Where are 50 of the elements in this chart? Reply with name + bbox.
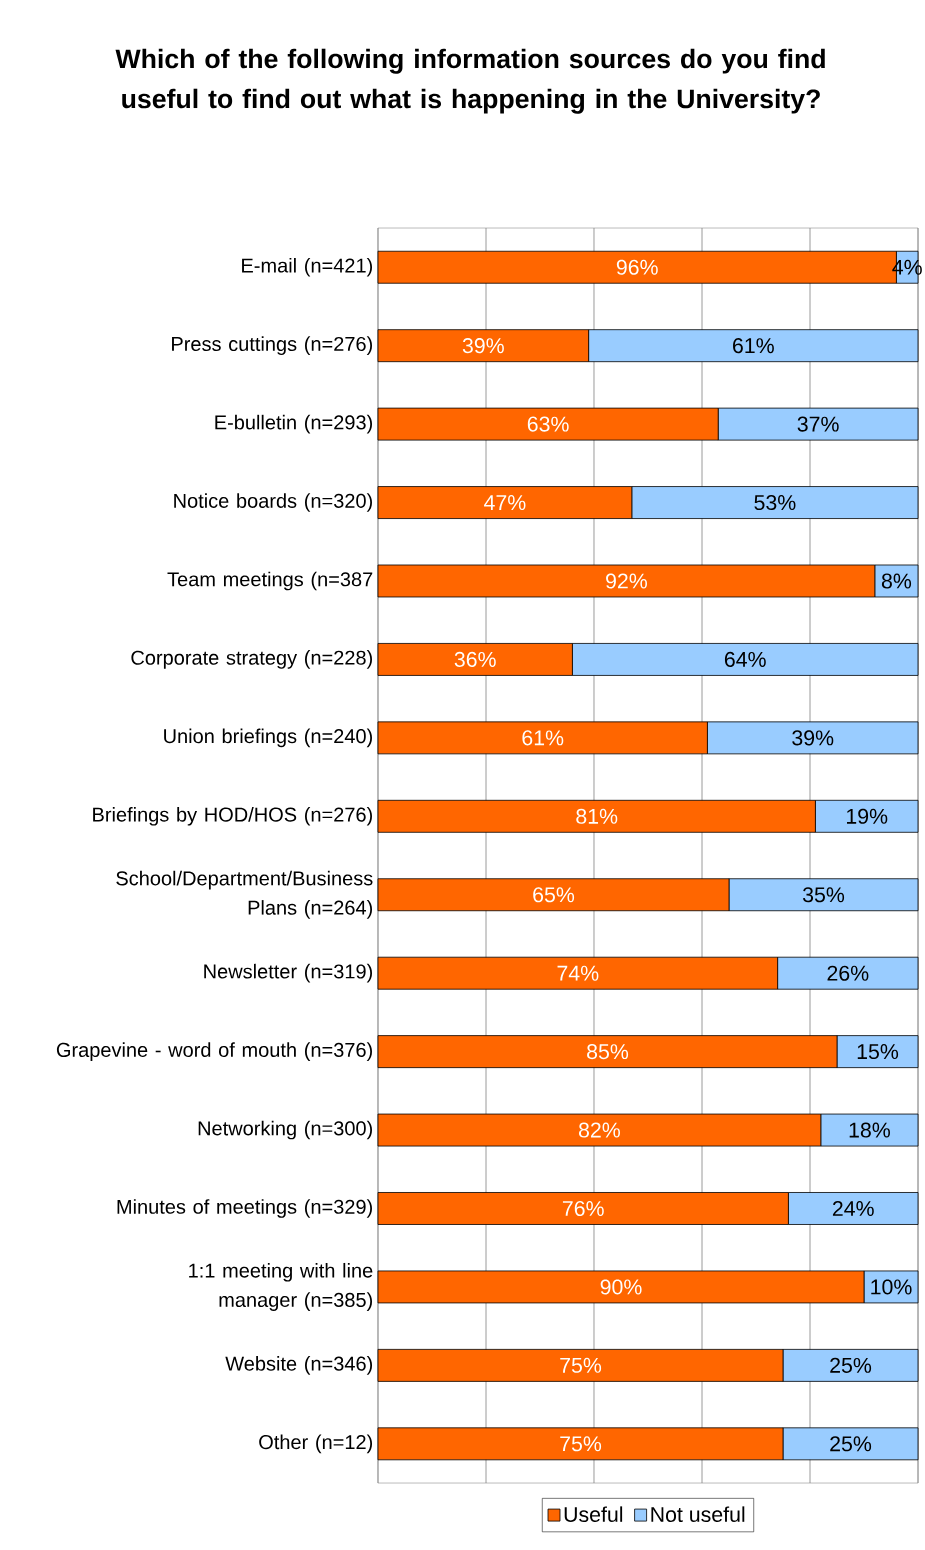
data-label: 36%: [454, 651, 496, 667]
legend-label: Not useful: [651, 1506, 745, 1523]
data-label: 25%: [830, 1436, 872, 1452]
data-label: 85%: [587, 1044, 629, 1060]
data-label: 8%: [881, 573, 912, 589]
y-tick-label: E-mail (n=421): [242, 257, 373, 277]
legend-label: Useful: [564, 1506, 623, 1523]
data-label: 18%: [849, 1122, 890, 1138]
data-label: 39%: [462, 338, 504, 354]
data-label: 53%: [754, 495, 796, 511]
data-label: 10%: [871, 1279, 912, 1295]
data-label: 26%: [827, 965, 869, 981]
y-tick-label: Grapevine - word of mouth (n=376): [56, 1042, 372, 1061]
data-label: 39%: [792, 730, 834, 746]
data-label: 15%: [857, 1044, 899, 1060]
y-tick-label: Minutes of meetings (n=329): [117, 1199, 372, 1218]
y-tick-label: Other (n=12): [259, 1434, 373, 1454]
y-tick-label: Press cuttings (n=276): [172, 336, 373, 355]
data-label: 47%: [484, 495, 526, 511]
y-tick-label: 1:1 meeting with line manager (n=385): [189, 1262, 373, 1311]
data-label: 63%: [527, 416, 569, 432]
data-label: 82%: [578, 1122, 620, 1138]
data-label: 65%: [533, 887, 575, 903]
y-tick-label: Notice boards (n=320): [174, 493, 372, 512]
data-label: 76%: [562, 1200, 604, 1217]
data-label: 61%: [733, 338, 774, 354]
data-label: 35%: [802, 887, 845, 903]
y-tick-label: Team meetings (n=387: [167, 571, 373, 591]
data-label: 81%: [576, 808, 618, 824]
data-label: 75%: [560, 1436, 602, 1452]
y-tick-label: Corporate strategy (n=228): [131, 650, 372, 669]
data-label: 96%: [616, 259, 658, 275]
data-label: 61%: [522, 730, 564, 746]
data-label: 25%: [830, 1357, 872, 1373]
data-label: 19%: [847, 808, 888, 824]
data-label: 92%: [606, 573, 647, 589]
data-label: 64%: [724, 651, 766, 667]
y-tick-label: Newsletter (n=319): [204, 963, 373, 983]
data-label: 74%: [557, 965, 599, 981]
y-tick-label: Website (n=346): [225, 1356, 373, 1375]
data-label: 24%: [832, 1200, 874, 1216]
data-label: 75%: [560, 1357, 602, 1373]
data-label: 37%: [797, 416, 839, 432]
chart-title: Which of the following information sources do you find useful to find out what is happening in the University?: [115, 48, 825, 114]
y-tick-label: Briefings by HOD/HOS (n=276): [93, 806, 372, 826]
y-tick-label: Union briefings (n=240): [164, 728, 372, 748]
data-label: 90%: [600, 1279, 642, 1295]
y-tick-label: E-bulletin (n=293): [215, 414, 372, 434]
y-tick-label: Networking (n=300): [198, 1120, 372, 1140]
y-tick-label: School/Department/Business Plans (n=264): [116, 870, 373, 919]
